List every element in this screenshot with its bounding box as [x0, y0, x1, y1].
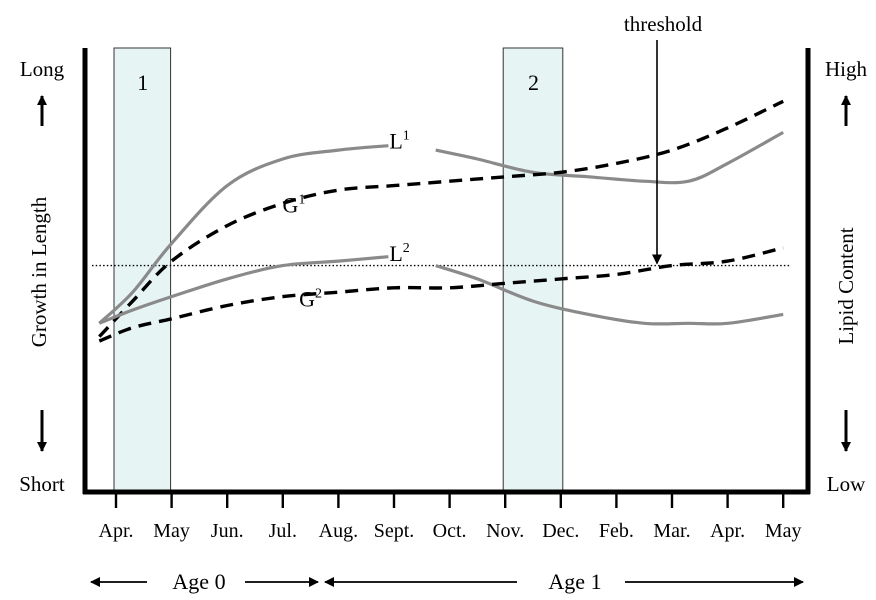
series-label-l2: L2 [389, 241, 409, 266]
age1-label: Age 1 [548, 569, 601, 594]
series-label-g1: G1 [282, 193, 305, 218]
right-axis-bottom-label: Low [827, 472, 866, 496]
x-tick-label: Oct. [433, 520, 467, 542]
age-periods: Age 0 Age 1 [90, 569, 804, 594]
x-tick-label: Jun. [211, 520, 244, 542]
series-line-g1 [98, 99, 784, 338]
x-tick-label: Apr. [710, 520, 745, 542]
x-tick-label: Feb. [599, 520, 634, 542]
series-labels: L1 G1 L2 G2 [282, 129, 409, 312]
x-tick-label: Apr. [99, 520, 134, 542]
series-line-l2-seg1 [98, 255, 389, 325]
x-axis-tick-labels: Apr. May Jun. Jul. Aug. Sept. Oct. Nov. Dec. Feb.… [99, 520, 802, 542]
series-line-g2 [98, 246, 784, 343]
series-line-l2-seg2 [435, 264, 784, 326]
age0-label: Age 0 [172, 569, 225, 594]
x-tick-label: Dec. [542, 520, 579, 542]
x-tick-label: Aug. [319, 520, 358, 542]
right-axis-title: Lipid Content [834, 227, 858, 344]
left-axis-bottom-label: Short [19, 472, 65, 496]
x-tick-label: Jul. [269, 520, 297, 542]
x-tick-label: Sept. [374, 520, 415, 542]
x-tick-label: May [765, 520, 802, 542]
right-axis-top-label: High [825, 57, 868, 81]
x-tick-label: Mar. [653, 520, 690, 542]
series-label-l1: L1 [389, 129, 409, 154]
series-line-l1-seg1 [98, 144, 389, 325]
threshold-label: threshold [624, 12, 703, 36]
series-label-g2: G2 [299, 286, 322, 311]
series-lines [98, 99, 784, 343]
window-label-1: 1 [137, 70, 148, 95]
series-line-l1-seg2 [435, 130, 784, 185]
x-tick-label: May [153, 520, 190, 542]
left-axis-title: Growth in Length [27, 196, 51, 347]
x-axis-ticks [114, 494, 785, 508]
left-axis-top-label: Long [20, 57, 65, 81]
window-label-2: 2 [528, 70, 539, 95]
x-tick-label: Nov. [486, 520, 524, 542]
window-band-2 [502, 47, 564, 493]
